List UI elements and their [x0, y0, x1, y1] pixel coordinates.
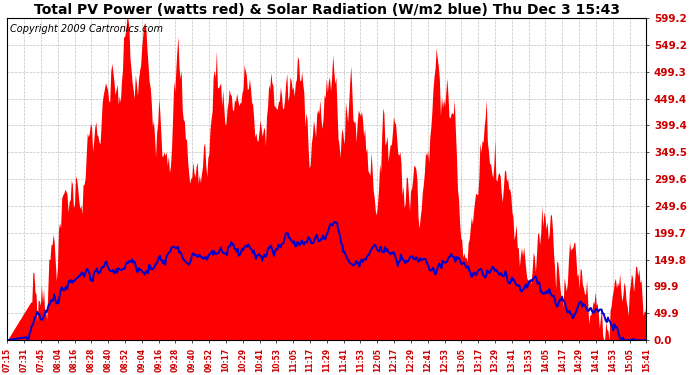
Text: Copyright 2009 Cartronics.com: Copyright 2009 Cartronics.com: [10, 24, 164, 34]
Title: Total PV Power (watts red) & Solar Radiation (W/m2 blue) Thu Dec 3 15:43: Total PV Power (watts red) & Solar Radia…: [34, 3, 620, 17]
